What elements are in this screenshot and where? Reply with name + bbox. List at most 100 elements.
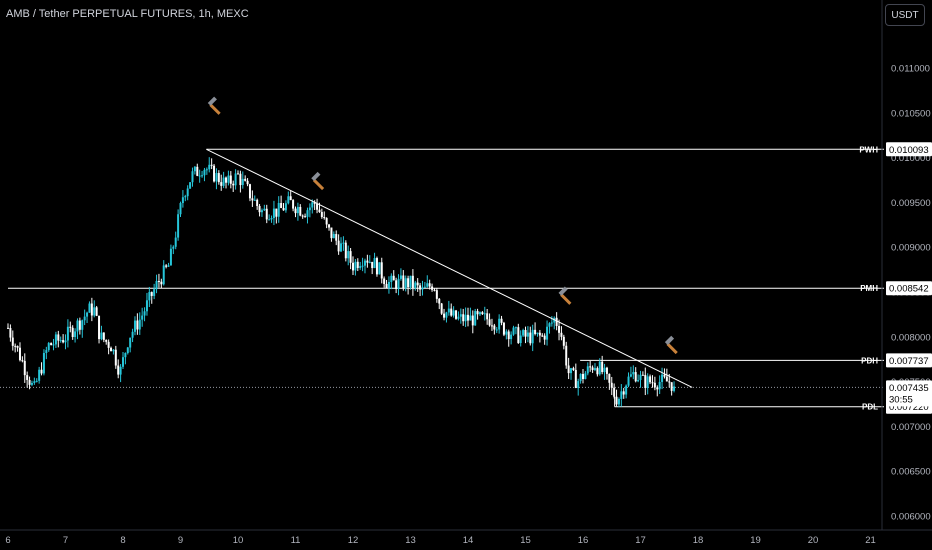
candle-body bbox=[622, 391, 625, 395]
time-tick-label: 9 bbox=[178, 535, 183, 546]
candle bbox=[340, 237, 343, 253]
candle-body bbox=[447, 308, 450, 313]
candle bbox=[443, 308, 446, 321]
candle-body bbox=[663, 374, 666, 377]
candle bbox=[565, 341, 568, 369]
candle-body bbox=[395, 280, 398, 290]
candle bbox=[627, 372, 630, 388]
candle bbox=[560, 326, 563, 341]
candle-body bbox=[363, 260, 366, 266]
candle bbox=[316, 198, 319, 214]
candle-body bbox=[459, 314, 462, 317]
time-tick-label: 15 bbox=[520, 535, 531, 546]
candle-body bbox=[69, 326, 72, 328]
candle bbox=[246, 178, 249, 187]
candle-body bbox=[52, 344, 55, 346]
candle bbox=[359, 261, 362, 270]
candle bbox=[69, 321, 72, 333]
level-value-pdh: 0.007737 bbox=[889, 356, 929, 367]
candle-body bbox=[284, 203, 287, 211]
candle-body bbox=[526, 332, 529, 337]
candle bbox=[155, 274, 158, 294]
hammer-icon bbox=[311, 171, 325, 191]
candle bbox=[584, 371, 587, 380]
candle-body bbox=[656, 387, 659, 390]
candle-body bbox=[440, 303, 443, 314]
candle-body bbox=[225, 177, 228, 183]
candle-body bbox=[316, 203, 319, 210]
candle-body bbox=[205, 169, 208, 171]
candle bbox=[637, 374, 640, 383]
candle-body bbox=[603, 367, 606, 373]
candle-body bbox=[359, 266, 362, 268]
candle bbox=[392, 270, 395, 281]
candle-body bbox=[88, 303, 91, 313]
candle bbox=[301, 214, 304, 219]
candle bbox=[57, 330, 60, 348]
candle-body bbox=[481, 312, 484, 315]
candle-body bbox=[141, 315, 144, 320]
candle bbox=[18, 342, 21, 362]
candle bbox=[105, 339, 108, 345]
time-tick-label: 16 bbox=[578, 535, 589, 546]
candle bbox=[440, 302, 443, 315]
candle-body bbox=[464, 314, 467, 322]
hammer-handle bbox=[666, 342, 678, 355]
candle-body bbox=[375, 258, 378, 275]
candle bbox=[646, 373, 649, 395]
candle-body bbox=[246, 180, 249, 185]
candle bbox=[625, 384, 628, 399]
candle-body bbox=[313, 202, 316, 204]
price-axis[interactable]: 0.011000 0.010500 0.010000 0.009500 0.009000… bbox=[881, 0, 931, 530]
candle bbox=[136, 313, 139, 335]
candle-body bbox=[186, 188, 189, 197]
level-tag-pmh: PMH bbox=[860, 284, 878, 293]
hammer-icon bbox=[207, 96, 221, 115]
candle-body bbox=[342, 242, 345, 244]
candle-body bbox=[119, 366, 122, 375]
candle bbox=[603, 363, 606, 380]
candle-body bbox=[435, 290, 438, 299]
candle-body bbox=[62, 340, 65, 343]
hammer-handle bbox=[209, 103, 221, 115]
candle-body bbox=[404, 278, 407, 289]
candle bbox=[47, 341, 50, 352]
candle bbox=[162, 260, 165, 286]
candle-body bbox=[138, 319, 141, 330]
candle-body bbox=[287, 196, 290, 204]
candle-body bbox=[658, 381, 661, 390]
level-value-box bbox=[886, 142, 932, 157]
candle-body bbox=[385, 283, 388, 289]
candle bbox=[272, 200, 275, 226]
candle-body bbox=[191, 171, 194, 183]
candle-body bbox=[615, 396, 618, 405]
candle bbox=[519, 330, 522, 347]
candle-body bbox=[277, 203, 280, 217]
candle-body bbox=[153, 289, 156, 296]
candle-body bbox=[86, 312, 89, 317]
candle-body bbox=[263, 208, 266, 211]
candle bbox=[320, 208, 323, 219]
candle bbox=[661, 367, 664, 390]
time-axis[interactable]: 6 7 8 9 10 11 12 13 14 15 16 17 18 19 20 21 bbox=[0, 529, 932, 546]
candle-body bbox=[265, 208, 268, 220]
level-labels-layer: PWH 0.010093 PMH 0.008542 PDH 0.007737 PDL 0.00… bbox=[859, 142, 932, 414]
candle bbox=[222, 171, 225, 189]
price-tick-label: 0.010500 bbox=[891, 108, 931, 119]
candle bbox=[280, 195, 283, 209]
candle-body bbox=[174, 237, 177, 247]
candle bbox=[421, 280, 424, 296]
level-value-box bbox=[886, 281, 932, 296]
candle bbox=[531, 324, 534, 352]
price-tick-label: 0.006500 bbox=[891, 467, 931, 478]
currency-button[interactable]: USDT bbox=[885, 4, 925, 26]
candle-body bbox=[133, 320, 136, 332]
candle-body bbox=[474, 311, 477, 326]
candle bbox=[234, 169, 237, 190]
candle-body bbox=[189, 182, 192, 189]
candle bbox=[248, 183, 251, 202]
candle bbox=[237, 170, 239, 175]
candle bbox=[462, 308, 465, 326]
candle bbox=[133, 316, 136, 336]
